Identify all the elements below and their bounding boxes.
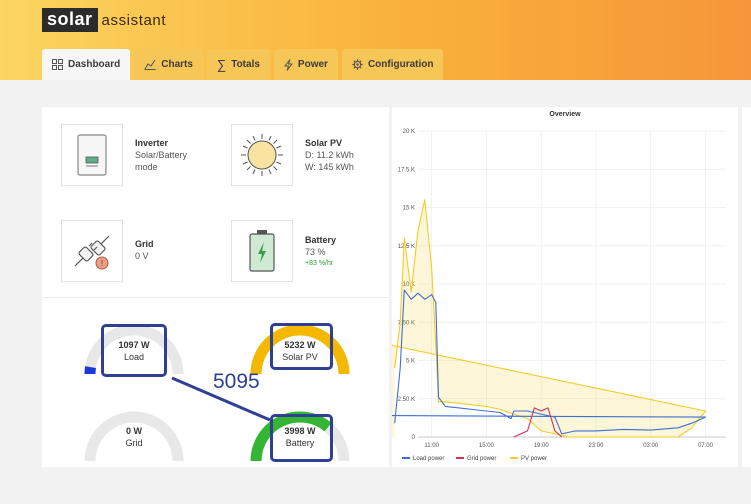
tab-label: Configuration [367, 59, 434, 70]
load-value: 1097 W [118, 340, 150, 350]
y-tick-label: 5 K [406, 359, 415, 365]
battery-card[interactable] [231, 220, 293, 282]
battery-gauge-text: 3998 W Battery [270, 425, 330, 449]
solar-daily: D: 11.2 kWh [305, 150, 354, 160]
grid-voltage: 0 V [135, 251, 149, 261]
logo[interactable]: solar assistant [42, 8, 166, 32]
logo-text-main: solar [42, 8, 98, 32]
x-tick-label: 19:00 [534, 443, 550, 449]
annotation-sum: 5095 [213, 370, 260, 393]
grid-icon [52, 59, 63, 70]
x-tick-label: 23:00 [588, 443, 604, 449]
y-tick-label: 7.50 K [398, 320, 415, 326]
y-tick-label: 15 K [403, 206, 415, 212]
annotation-box-load [101, 324, 167, 377]
solar-gauge-text: 5232 W Solar PV [270, 339, 330, 363]
battery-info: Battery 73 % +83 %/hr [305, 234, 336, 270]
y-tick-label: 2.50 K [398, 397, 415, 403]
dashboard-left-panel: Inverter Solar/Battery mode Solar PV D: … [42, 107, 389, 467]
load-gauge [84, 324, 184, 375]
logo-text-sub: assistant [101, 11, 167, 29]
solar-info: Solar PV D: 11.2 kWh W: 145 kWh [305, 137, 354, 173]
tab-power[interactable]: Power [273, 49, 338, 80]
sigma-icon: ∑ [216, 57, 227, 72]
inverter-icon [77, 134, 107, 176]
grid-power-label: Grid [125, 438, 143, 448]
battery-gauge [250, 411, 350, 462]
x-tick-label: 11:00 [424, 443, 439, 449]
annotation-box-solar [270, 323, 333, 370]
legend-label: PV power [521, 456, 547, 462]
series-line-pv-power [392, 199, 707, 438]
load-label: Load [123, 352, 145, 362]
nav-tabs: Dashboard Charts ∑ Totals Power Configur… [42, 49, 447, 80]
inverter-mode-line2: mode [135, 162, 158, 172]
pv-area [392, 199, 706, 437]
x-tick-label: 15:00 [479, 443, 495, 449]
panel-divider [42, 297, 389, 298]
battery-rate: +83 %/hr [305, 260, 334, 267]
grid-gauge-text: 0 W Grid [104, 425, 164, 449]
grid-title: Grid [135, 239, 154, 249]
battery-title: Battery [305, 235, 337, 245]
next-panel-edge [742, 107, 751, 467]
solar-label: Solar PV [282, 352, 318, 362]
solar-weekly: W: 145 kWh [305, 162, 354, 172]
tab-label: Power [297, 59, 328, 70]
grid-info: Grid 0 V [135, 238, 154, 262]
inverter-info: Inverter Solar/Battery mode [135, 137, 187, 173]
inverter-card[interactable] [61, 124, 123, 186]
bar-chart-icon [144, 59, 156, 70]
tab-charts[interactable]: Charts [134, 49, 203, 80]
solar-title: Solar PV [305, 138, 343, 148]
overview-chart-panel: Overview 0 2.50 K 5 K 7.50 K 10 K 12.5 K 15 K 1… [392, 107, 738, 467]
legend-label: Load power [413, 456, 444, 462]
x-tick-label: 07:00 [698, 443, 714, 449]
tab-label: Totals [231, 59, 260, 70]
inverter-mode-line1: Solar/Battery [135, 150, 188, 160]
y-tick-label: 12.5 K [398, 244, 415, 250]
annotation-box-battery [270, 414, 333, 462]
lightning-icon [283, 58, 293, 71]
plug-icon: ! [74, 235, 110, 270]
y-tick-label: 17.5 K [398, 167, 415, 173]
battery-power-value: 3998 W [284, 426, 316, 436]
grid-card[interactable]: ! [61, 220, 123, 282]
series-line-load-power [392, 289, 707, 435]
sun-icon [241, 134, 283, 176]
gear-icon [352, 59, 363, 70]
tab-configuration[interactable]: Configuration [341, 49, 444, 80]
series-line-grid-power [513, 407, 563, 438]
load-gauge-text: 1097 W Load [104, 339, 164, 363]
x-tick-label: 03:00 [643, 443, 659, 449]
y-tick-label: 0 [412, 435, 416, 441]
svg-text:!: ! [101, 259, 103, 268]
y-tick-label: 10 K [403, 282, 415, 288]
legend-label: Grid power [467, 456, 496, 462]
solar-value: 5232 W [284, 340, 316, 350]
battery-power-label: Battery [285, 438, 315, 448]
tab-label: Dashboard [68, 59, 121, 70]
grid-power-value: 0 W [125, 426, 142, 436]
inverter-title: Inverter [135, 138, 169, 148]
solar-card[interactable] [231, 124, 293, 186]
tab-totals[interactable]: ∑ Totals [206, 49, 270, 80]
solar-gauge [250, 324, 350, 375]
battery-icon [249, 230, 275, 272]
grid-gauge [84, 411, 184, 462]
battery-soc: 73 % [305, 247, 326, 257]
y-tick-label: 20 K [403, 129, 415, 135]
overview-chart[interactable]: 0 2.50 K 5 K 7.50 K 10 K 12.5 K 15 K 17.5 K 20 K… [392, 107, 738, 467]
chart-title: Overview [549, 111, 581, 118]
tab-dashboard[interactable]: Dashboard [42, 49, 131, 80]
top-bar: solar assistant Dashboard Charts ∑ Total… [0, 0, 751, 80]
tab-label: Charts [161, 59, 193, 70]
